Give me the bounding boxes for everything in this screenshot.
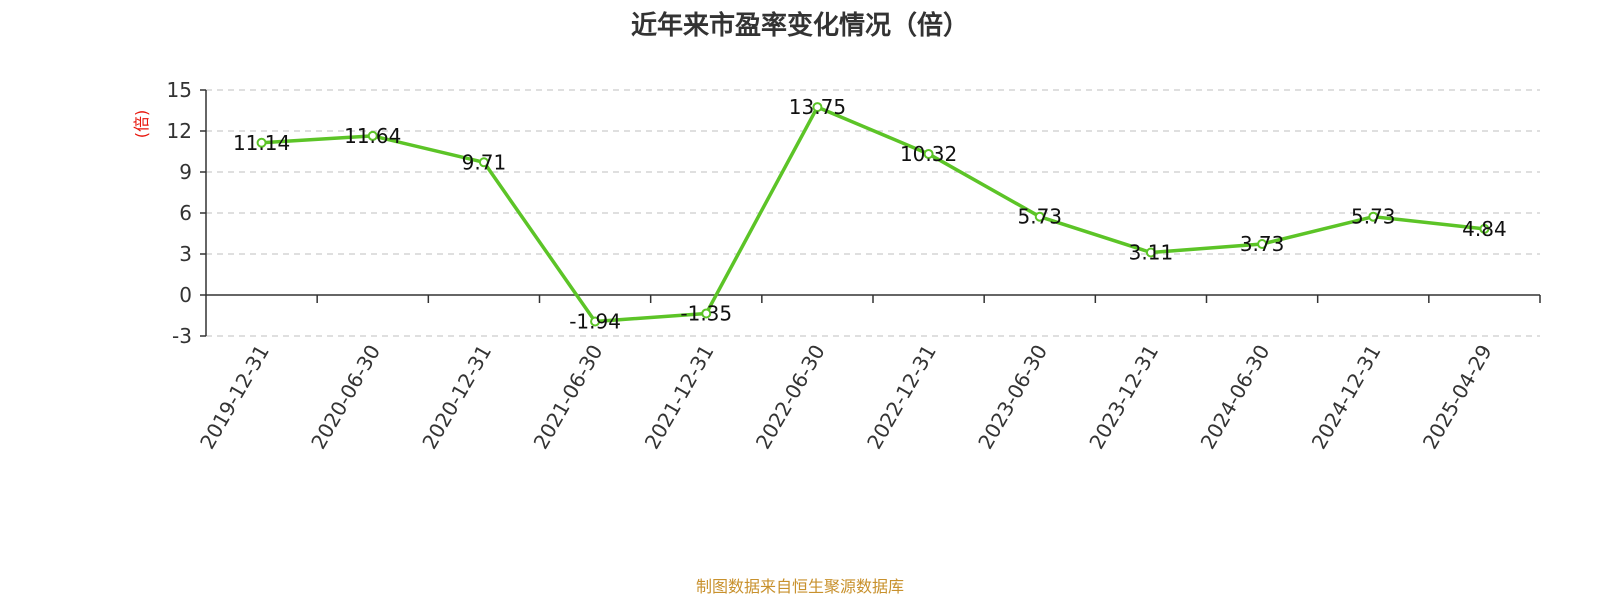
y-tick-label: 6 (179, 201, 192, 225)
data-point (256, 137, 267, 148)
x-tick-label: 2022-06-30 (751, 341, 830, 454)
y-tick-label: 12 (167, 119, 192, 143)
y-tick-label: 0 (179, 283, 192, 307)
data-point (1034, 211, 1045, 222)
x-tick-labels: 2019-12-31 2020-06-30 2020-12-31 2021-06-30… (195, 340, 1497, 453)
data-point (701, 308, 712, 319)
data-label: 4.84 (1462, 217, 1507, 241)
data-point (1368, 211, 1379, 222)
x-tick-label: 2021-12-31 (640, 341, 719, 454)
data-label: 10.32 (900, 142, 957, 166)
data-point (590, 316, 601, 327)
y-tick-labels: 15 12 9 6 3 0 -3 (167, 78, 192, 348)
y-tick-label: 3 (179, 242, 192, 266)
x-tick-label: 2022-12-31 (862, 340, 941, 453)
y-tick-label: 9 (179, 160, 192, 184)
x-tick-label: 2019-12-31 (195, 341, 274, 454)
series-line (261, 105, 1485, 324)
chart-title: 近年来市盈率变化情况（倍） (631, 10, 969, 41)
x-tick-label: 2021-06-30 (529, 341, 608, 454)
data-point (812, 102, 823, 113)
data-point (923, 148, 934, 159)
data-label: 13.75 (789, 95, 846, 119)
x-tick-label: 2020-06-30 (306, 341, 385, 454)
x-tick-label: 2023-06-30 (973, 341, 1052, 454)
data-label: -1.94 (569, 310, 621, 334)
data-label: 3.73 (1240, 232, 1285, 256)
source-note: 制图数据来自恒生聚源数据库 (696, 577, 904, 596)
data-label: 5.73 (1017, 205, 1062, 229)
data-label: -1.35 (680, 301, 732, 325)
data-point (1479, 223, 1490, 234)
axes (200, 89, 1541, 337)
y-tick-label: 15 (167, 78, 192, 102)
x-tick-label: 2024-12-31 (1307, 341, 1386, 454)
series-pe-ratio (256, 102, 1490, 327)
x-tick-label: 2023-12-31 (1084, 341, 1163, 454)
data-point (1257, 239, 1268, 250)
x-tick-label: 2024-06-30 (1196, 341, 1275, 454)
y-tick-label: -3 (172, 324, 192, 348)
x-tick-label: 2020-12-31 (417, 340, 496, 453)
data-label: 5.73 (1351, 205, 1396, 229)
data-point (367, 130, 378, 141)
data-label: 11.64 (344, 124, 401, 148)
grid-lines (206, 89, 1540, 337)
data-labels: 11.14 11.64 9.71 -1.94 -1.35 13.75 10.32 5.73 3.… (233, 95, 1507, 333)
x-tick-label: 2025-04-29 (1418, 341, 1497, 454)
data-label: 11.14 (233, 131, 290, 155)
data-point (1145, 247, 1156, 258)
data-label: 9.71 (462, 150, 507, 174)
data-point (478, 157, 489, 168)
y-axis-label: (倍) (132, 110, 151, 139)
data-label: 3.11 (1129, 240, 1174, 264)
